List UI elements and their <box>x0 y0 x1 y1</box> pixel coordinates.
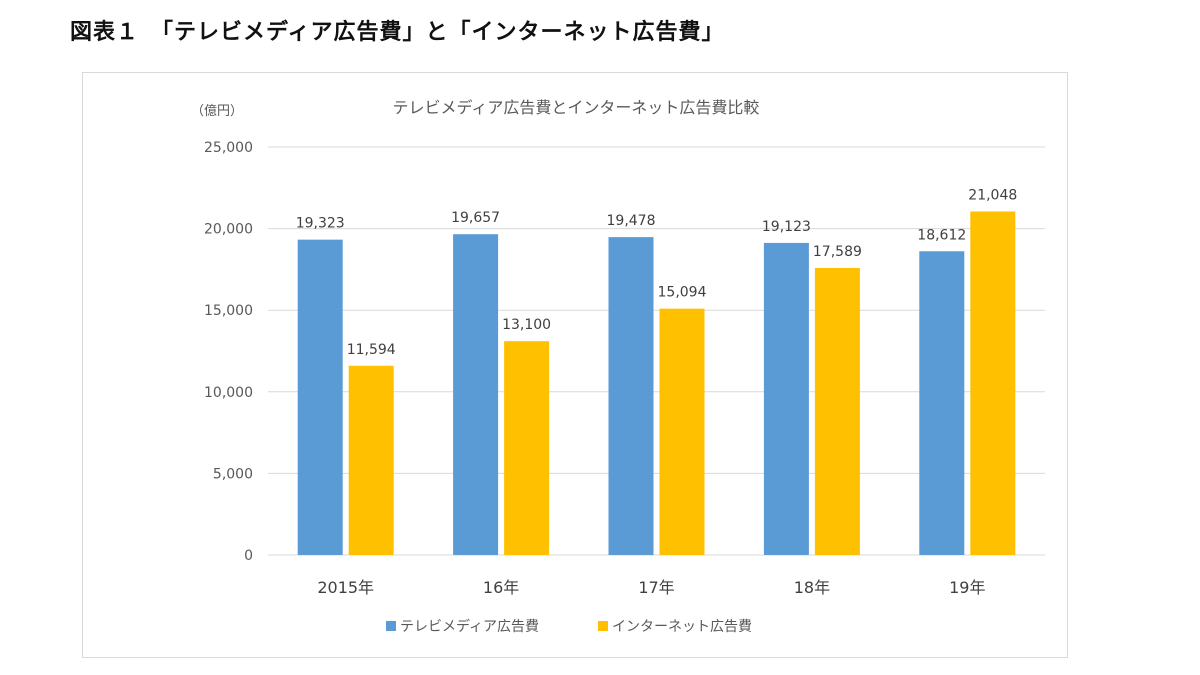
bar <box>814 267 860 555</box>
bar <box>453 234 499 555</box>
x-category-label: 18年 <box>794 578 830 597</box>
bar <box>608 237 654 556</box>
data-label: 19,657 <box>451 210 500 226</box>
chart-title: テレビメディア広告費とインターネット広告費比較 <box>393 98 760 117</box>
x-category-label: 2015年 <box>317 578 374 597</box>
data-label: 18,612 <box>917 227 966 243</box>
bar <box>763 242 809 555</box>
x-category-label: 16年 <box>483 578 519 597</box>
legend-label: テレビメディア広告費 <box>400 618 539 635</box>
x-category-label: 17年 <box>638 578 674 597</box>
page-title: 図表１ 「テレビメディア広告費」と「インターネット広告費」 <box>70 20 725 45</box>
bar <box>348 365 394 555</box>
bar <box>970 211 1016 555</box>
legend: テレビメディア広告費 インターネット広告費 <box>386 618 752 635</box>
bar <box>504 341 550 555</box>
data-label: 19,123 <box>762 219 811 235</box>
x-category-label: 19年 <box>949 578 985 597</box>
y-tick-label: 20,000 <box>204 222 253 238</box>
data-label: 19,323 <box>296 216 345 232</box>
x-axis-categories: 2015年 16年 17年 18年 19年 <box>317 578 985 597</box>
y-tick-label: 0 <box>244 548 253 564</box>
data-label: 19,478 <box>607 213 656 229</box>
data-label: 11,594 <box>347 342 396 358</box>
legend-swatch <box>598 621 608 631</box>
grid-lines <box>268 146 1045 556</box>
data-label: 15,094 <box>658 285 707 301</box>
bar <box>919 251 965 555</box>
data-labels: 19,323 11,594 19,657 13,100 19,478 15,094 19,1… <box>296 187 1018 357</box>
bar <box>659 308 705 555</box>
y-tick-label: 15,000 <box>204 303 253 319</box>
y-tick-label: 5,000 <box>213 466 253 482</box>
y-tick-label: 10,000 <box>204 385 253 401</box>
legend-swatch <box>386 621 396 631</box>
data-label: 21,048 <box>968 187 1017 203</box>
data-label: 13,100 <box>502 317 551 333</box>
y-axis-ticks: 0 5,000 10,000 15,000 20,000 25,000 <box>204 140 253 564</box>
bar-chart: テレビメディア広告費とインターネット広告費比較 （億円） 0 5,000 10,00… <box>191 98 1045 635</box>
bars <box>297 211 1016 556</box>
legend-label: インターネット広告費 <box>612 619 752 635</box>
data-label: 17,589 <box>813 244 862 260</box>
chart-area: テレビメディア広告費とインターネット広告費比較 （億円） 0 5,000 10,00… <box>82 72 1068 658</box>
y-tick-label: 25,000 <box>204 140 253 156</box>
bar <box>297 239 343 556</box>
y-axis-unit: （億円） <box>191 103 243 119</box>
